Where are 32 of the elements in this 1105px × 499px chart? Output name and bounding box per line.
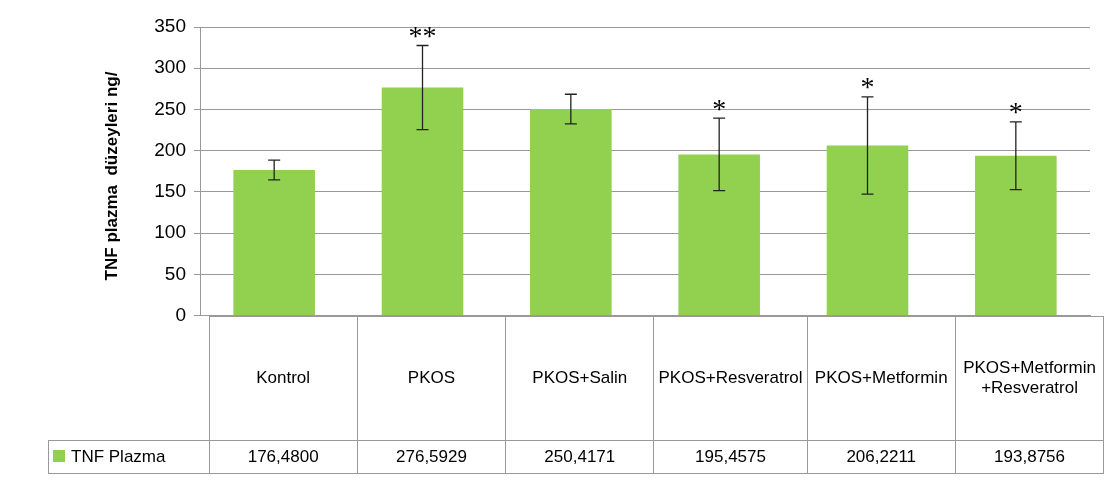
data-label: 195,4575 [653, 440, 808, 474]
x-tick-label: PKOS+Metformin +Resveratrol [955, 316, 1104, 441]
x-tick-label: PKOS+Salin [505, 316, 654, 441]
bar [826, 145, 909, 316]
data-label: 193,8756 [955, 440, 1104, 474]
x-tick-label: PKOS+Resveratrol [653, 316, 808, 441]
annotation: * [712, 92, 727, 124]
x-tick-label: PKOS [357, 316, 506, 441]
annotation: * [1008, 96, 1023, 128]
data-label: 176,4800 [209, 440, 358, 474]
data-label: 276,5929 [357, 440, 506, 474]
x-tick-label: Kontrol [209, 316, 358, 441]
y-tick-label: 150 [154, 180, 186, 202]
y-tick-label: 50 [164, 262, 186, 284]
y-tick-label: 250 [154, 97, 186, 119]
data-label: 250,4171 [505, 440, 654, 474]
y-tick-label: 100 [154, 221, 186, 243]
y-tick-label: 200 [154, 138, 186, 160]
bar [530, 109, 612, 316]
bar [975, 155, 1057, 316]
annotation: ** [408, 19, 437, 51]
bar [678, 154, 760, 316]
y-tick-label: 350 [154, 15, 186, 37]
data-label: 206,2211 [807, 440, 956, 474]
bar [233, 170, 315, 316]
y-tick-label: 300 [154, 56, 186, 78]
legend-label: TNF Plazma [71, 446, 166, 466]
y-tick-label: 0 [175, 303, 186, 325]
bar [381, 87, 464, 316]
annotation: * [860, 71, 875, 103]
y-axis-title: TNF plazma düzeyleri ng/ [102, 71, 122, 281]
x-tick-label: PKOS+Metformin [807, 316, 956, 441]
